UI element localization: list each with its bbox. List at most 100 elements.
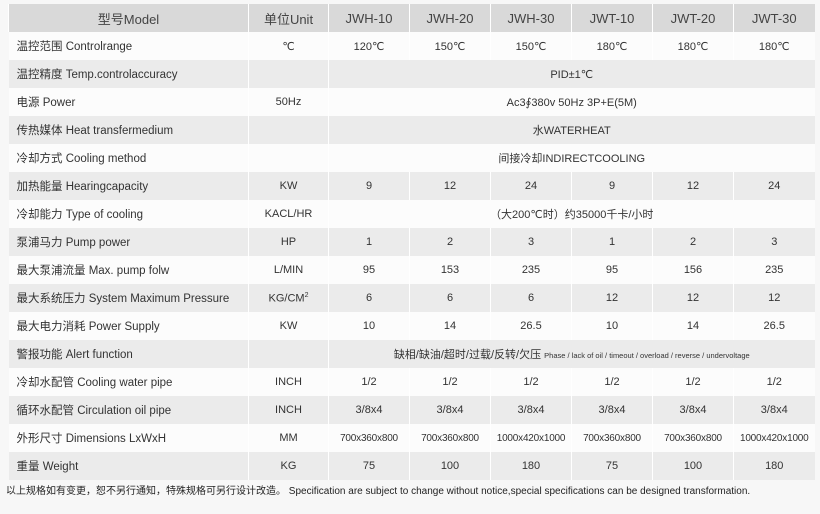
merged-value-cell: 缺相/缺油/超时/过载/反转/欠压 Phase / lack of oil / …	[328, 340, 815, 368]
table-row: 加热能量 Hearingcapacity KW 9 12 24 9 12 24	[8, 172, 815, 200]
merged-value: PID±1℃	[550, 68, 594, 81]
value-cell: 235	[490, 256, 572, 284]
value-cell: 700x360x800	[652, 424, 734, 452]
merged-value: （大200℃时）约35000千卡/小时	[490, 209, 654, 221]
unit-text: KW	[279, 180, 298, 192]
row-label: 泵浦马力 Pump power	[8, 228, 249, 256]
table-row: 重量 Weight KG 75 100 180 75 100 180	[8, 452, 815, 480]
value-cell: 180℃	[652, 32, 734, 60]
value-cell: 6	[490, 284, 572, 312]
value-cell: 3/8x4	[490, 396, 572, 424]
merged-value: Ac3∮380v 50Hz 3P+E(5M)	[506, 96, 637, 109]
unit-text: INCH	[275, 404, 302, 416]
unit-text: MM	[279, 432, 298, 444]
value-cell: 1/2	[490, 368, 572, 396]
row-label: 冷却能力 Type of cooling	[8, 200, 249, 228]
table-row: 冷却方式 Cooling method 间接冷却INDIRECTCOOLING	[8, 144, 815, 172]
row-label: 传热媒体 Heat transfermedium	[8, 116, 249, 144]
row-unit: ℃	[248, 32, 329, 60]
model-header-jwh-10: JWH-10	[328, 4, 410, 32]
value-cell: 156	[652, 256, 734, 284]
row-label: 电源 Power	[8, 88, 249, 116]
value-cell: 3/8x4	[571, 396, 653, 424]
row-unit: 50Hz	[248, 88, 329, 116]
model-header-jwt-30: JWT-30	[733, 4, 815, 32]
table-row: 最大泵浦流量 Max. pump folw L/MIN 95 153 235 95 156 2…	[8, 256, 815, 284]
value-cell: 24	[490, 172, 572, 200]
value-cell: 1	[571, 228, 653, 256]
value-cell: 1/2	[409, 368, 491, 396]
merged-value: 水WATERHEAT	[532, 125, 611, 137]
merged-value-cell: 间接冷却INDIRECTCOOLING	[328, 144, 815, 172]
value-cell: 9	[571, 172, 653, 200]
value-cell: 1000x420x1000	[733, 424, 815, 452]
header-row: 型号Model 单位Unit JWH-10 JWH-20 JWH-30 JWT-10 J…	[8, 4, 815, 32]
unit-text: KACL/HR	[264, 208, 313, 220]
value-cell: 14	[409, 312, 491, 340]
merged-value: 间接冷却INDIRECTCOOLING	[498, 153, 646, 165]
row-label: 重量 Weight	[8, 452, 249, 480]
merged-value-cell: Ac3∮380v 50Hz 3P+E(5M)	[328, 88, 815, 116]
table-row: 最大电力消耗 Power Supply KW 10 14 26.5 10 14 26.5	[8, 312, 815, 340]
merged-value-cell: PID±1℃	[328, 60, 815, 88]
row-label: 温控精度 Temp.controlaccuracy	[8, 60, 249, 88]
value-cell: 3/8x4	[409, 396, 491, 424]
value-cell: 12	[652, 284, 734, 312]
merged-value-english: Phase / lack of oil / timeout / overload…	[544, 351, 750, 360]
merged-value: 缺相/缺油/超时/过载/反转/欠压	[393, 349, 542, 361]
row-unit: L/MIN	[248, 256, 329, 284]
value-cell: 3/8x4	[652, 396, 734, 424]
value-cell: 180	[733, 452, 815, 480]
value-cell: 12	[571, 284, 653, 312]
row-label: 循环水配管 Circulation oil pipe	[8, 396, 249, 424]
table-row: 最大系统压力 System Maximum Pressure KG/CM2 6 6 6 1…	[8, 284, 815, 312]
value-cell: 1	[328, 228, 410, 256]
row-unit: HP	[248, 228, 329, 256]
row-label: 加热能量 Hearingcapacity	[8, 172, 249, 200]
table-row: 泵浦马力 Pump power HP 1 2 3 1 2 3	[8, 228, 815, 256]
value-cell: 180℃	[571, 32, 653, 60]
merged-value-cell: 水WATERHEAT	[328, 116, 815, 144]
unit-text: KG/CM	[268, 292, 305, 305]
row-label: 最大系统压力 System Maximum Pressure	[8, 284, 249, 312]
value-cell: 180℃	[733, 32, 815, 60]
value-cell: 180	[490, 452, 572, 480]
table-row: 温控范围 Controlrange ℃ 120℃ 150℃ 150℃ 180℃ 180℃ 18…	[8, 32, 815, 60]
value-cell: 2	[409, 228, 491, 256]
value-cell: 26.5	[733, 312, 815, 340]
value-cell: 75	[328, 452, 410, 480]
unit-text: ℃	[282, 40, 295, 53]
value-cell: 3	[733, 228, 815, 256]
value-cell: 6	[328, 284, 410, 312]
table-row: 冷却水配管 Cooling water pipe INCH 1/2 1/2 1/2 1/2…	[8, 368, 815, 396]
row-unit	[248, 144, 329, 172]
value-cell: 10	[571, 312, 653, 340]
value-cell: 95	[328, 256, 410, 284]
footer-note: 以上规格如有变更，恕不另行通知，特殊规格可另行设计改造。 Specificati…	[6, 486, 751, 497]
row-label: 温控范围 Controlrange	[8, 32, 249, 60]
value-cell: 6	[409, 284, 491, 312]
value-cell: 1/2	[652, 368, 734, 396]
row-label: 警报功能 Alert function	[8, 340, 249, 368]
row-unit	[248, 340, 329, 368]
value-cell: 75	[571, 452, 653, 480]
value-cell: 1000x420x1000	[490, 424, 572, 452]
value-cell: 3	[490, 228, 572, 256]
value-cell: 120℃	[328, 32, 410, 60]
value-cell: 24	[733, 172, 815, 200]
value-cell: 10	[328, 312, 410, 340]
table-row: 循环水配管 Circulation oil pipe INCH 3/8x4 3/8x4…	[8, 396, 815, 424]
spec-table: 型号Model 单位Unit JWH-10 JWH-20 JWH-30 JWT-10 J…	[8, 4, 815, 480]
row-label: 外形尺寸 Dimensions LxWxH	[8, 424, 249, 452]
unit-header: 单位Unit	[248, 4, 329, 32]
value-cell: 12	[733, 284, 815, 312]
value-cell: 3/8x4	[328, 396, 410, 424]
value-cell: 153	[409, 256, 491, 284]
row-unit: INCH	[248, 396, 329, 424]
value-cell: 150℃	[409, 32, 491, 60]
value-cell: 1/2	[328, 368, 410, 396]
value-cell: 12	[652, 172, 734, 200]
table-row: 温控精度 Temp.controlaccuracy PID±1℃	[8, 60, 815, 88]
value-cell: 700x360x800	[328, 424, 410, 452]
model-header-jwt-20: JWT-20	[652, 4, 734, 32]
